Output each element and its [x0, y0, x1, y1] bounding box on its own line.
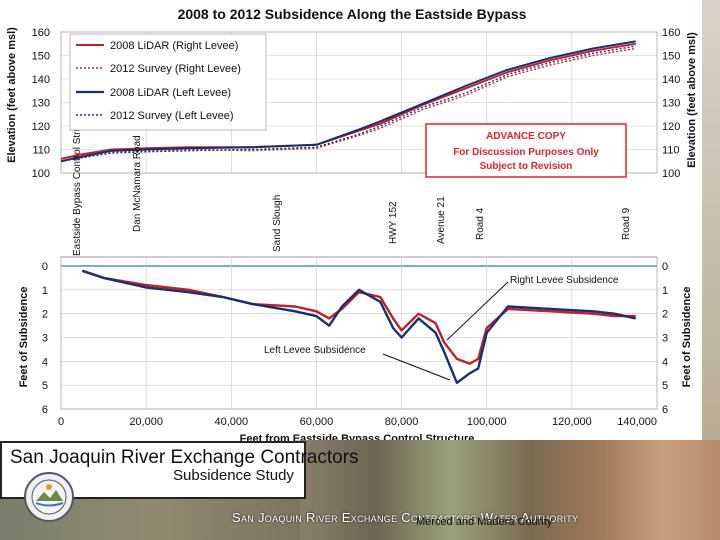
y-tick-label-left: 5 [42, 380, 48, 392]
y-tick-label-left: 160 [32, 27, 50, 39]
y-tick-label-right: 120 [662, 121, 680, 133]
road-label: Sand Slough [272, 195, 283, 252]
advance-copy-line: For Discussion Purposes Only [453, 147, 599, 158]
y-tick-label-right: 6 [662, 404, 668, 416]
logo-title: San Joaquin River Exchange Contractors [10, 447, 359, 468]
y-tick-label-left: 150 [32, 51, 50, 63]
road-label: Road 4 [475, 207, 486, 240]
legend-entry: 2008 LiDAR (Right Levee) [110, 40, 238, 52]
chart-panel: 2008 to 2012 Subsidence Along the Eastsi… [6, 6, 698, 445]
advance-copy-line: ADVANCE COPY [486, 131, 566, 142]
series-left-levee-subsidence [81, 269, 636, 384]
footer-title: San Joaquin River Exchange Contractors W… [232, 510, 579, 525]
agency-seal-icon [24, 472, 74, 522]
y-tick-label-left: 6 [42, 404, 48, 416]
y-tick-label-left: 120 [32, 121, 50, 133]
advance-copy-stamp: ADVANCE COPY For Discussion Purposes Onl… [425, 123, 627, 178]
x-tick-label: 40,000 [214, 416, 248, 428]
y-tick-label-right: 110 [662, 145, 680, 157]
y-tick-label-right: 0 [662, 261, 668, 273]
road-label: Eastside Bypass Control Structure [72, 103, 83, 256]
advance-copy-line: Subject to Revision [480, 161, 573, 172]
background-photo-side [702, 0, 720, 445]
left-levee-annotation-label: Left Levee Subsidence [264, 345, 366, 356]
y-tick-label-left: 140 [32, 74, 50, 86]
bottom-y-axis-title-left: Feet of Subsidence [18, 287, 30, 388]
y-tick-label-left: 3 [42, 333, 48, 345]
x-tick-label: 80,000 [385, 416, 419, 428]
road-label: Road 9 [621, 207, 632, 240]
series-2012-survey-right-levee [60, 47, 636, 160]
background-photo [300, 440, 720, 540]
right-levee-annotation-label: Right Levee Subsidence [510, 275, 619, 286]
y-tick-label-left: 100 [32, 168, 50, 180]
y-tick-label-right: 1 [662, 285, 668, 297]
series-2012-survey-left-levee [60, 45, 636, 162]
y-tick-label-right: 4 [662, 356, 668, 368]
bottom-y-axis-title-right: Feet of Subsidence [681, 287, 693, 388]
x-tick-label: 100,000 [467, 416, 507, 428]
y-tick-label-left: 4 [42, 356, 48, 368]
legend-entry: 2008 LiDAR (Left Levee) [110, 87, 231, 99]
subsidence-chart: 2008 to 2012 Subsidence Along the Eastsi… [6, 6, 698, 445]
y-tick-label-right: 140 [662, 74, 680, 86]
y-tick-label-right: 150 [662, 51, 680, 63]
road-label: HWY 152 [388, 201, 399, 244]
y-tick-label-right: 130 [662, 98, 680, 110]
series-2008-lidar-left-levee [60, 40, 636, 163]
road-label: Dan McNamara Road [132, 135, 143, 232]
x-tick-label: 0 [58, 416, 64, 428]
x-tick-label: 20,000 [129, 416, 163, 428]
left-levee-annotation: Left Levee Subsidence [264, 345, 451, 381]
y-tick-label-left: 1 [42, 285, 48, 297]
legend-entry: 2012 Survey (Left Levee) [110, 110, 234, 122]
y-tick-label-left: 130 [32, 98, 50, 110]
y-tick-label-right: 5 [662, 380, 668, 392]
y-tick-label-left: 110 [32, 145, 50, 157]
road-label: Avenue 21 [436, 196, 447, 244]
series-2008-lidar-right-levee [60, 42, 636, 160]
footer-subtitle: Merced and Madera County [416, 516, 553, 528]
y-tick-label-right: 3 [662, 333, 668, 345]
legend: 2008 LiDAR (Right Levee) 2012 Survey (Ri… [69, 33, 267, 131]
y-tick-label-right: 2 [662, 309, 668, 321]
y-tick-label-right: 100 [662, 168, 680, 180]
right-levee-annotation: Right Levee Subsidence [446, 275, 619, 341]
x-tick-label: 60,000 [300, 416, 334, 428]
chart-title: 2008 to 2012 Subsidence Along the Eastsi… [178, 6, 527, 22]
legend-entry: 2012 Survey (Right Levee) [110, 63, 241, 75]
top-y-axis-title-left: Elevation (feet above msl) [6, 27, 18, 163]
y-tick-label-right: 160 [662, 27, 680, 39]
y-tick-label-left: 2 [42, 309, 48, 321]
x-tick-label: 140,000 [617, 416, 657, 428]
top-y-axis-title-right: Elevation (feet above msl) [686, 32, 698, 168]
x-tick-label: 120,000 [552, 416, 592, 428]
logo-subtitle: Subsidence Study [173, 467, 294, 484]
y-tick-label-left: 0 [42, 261, 48, 273]
